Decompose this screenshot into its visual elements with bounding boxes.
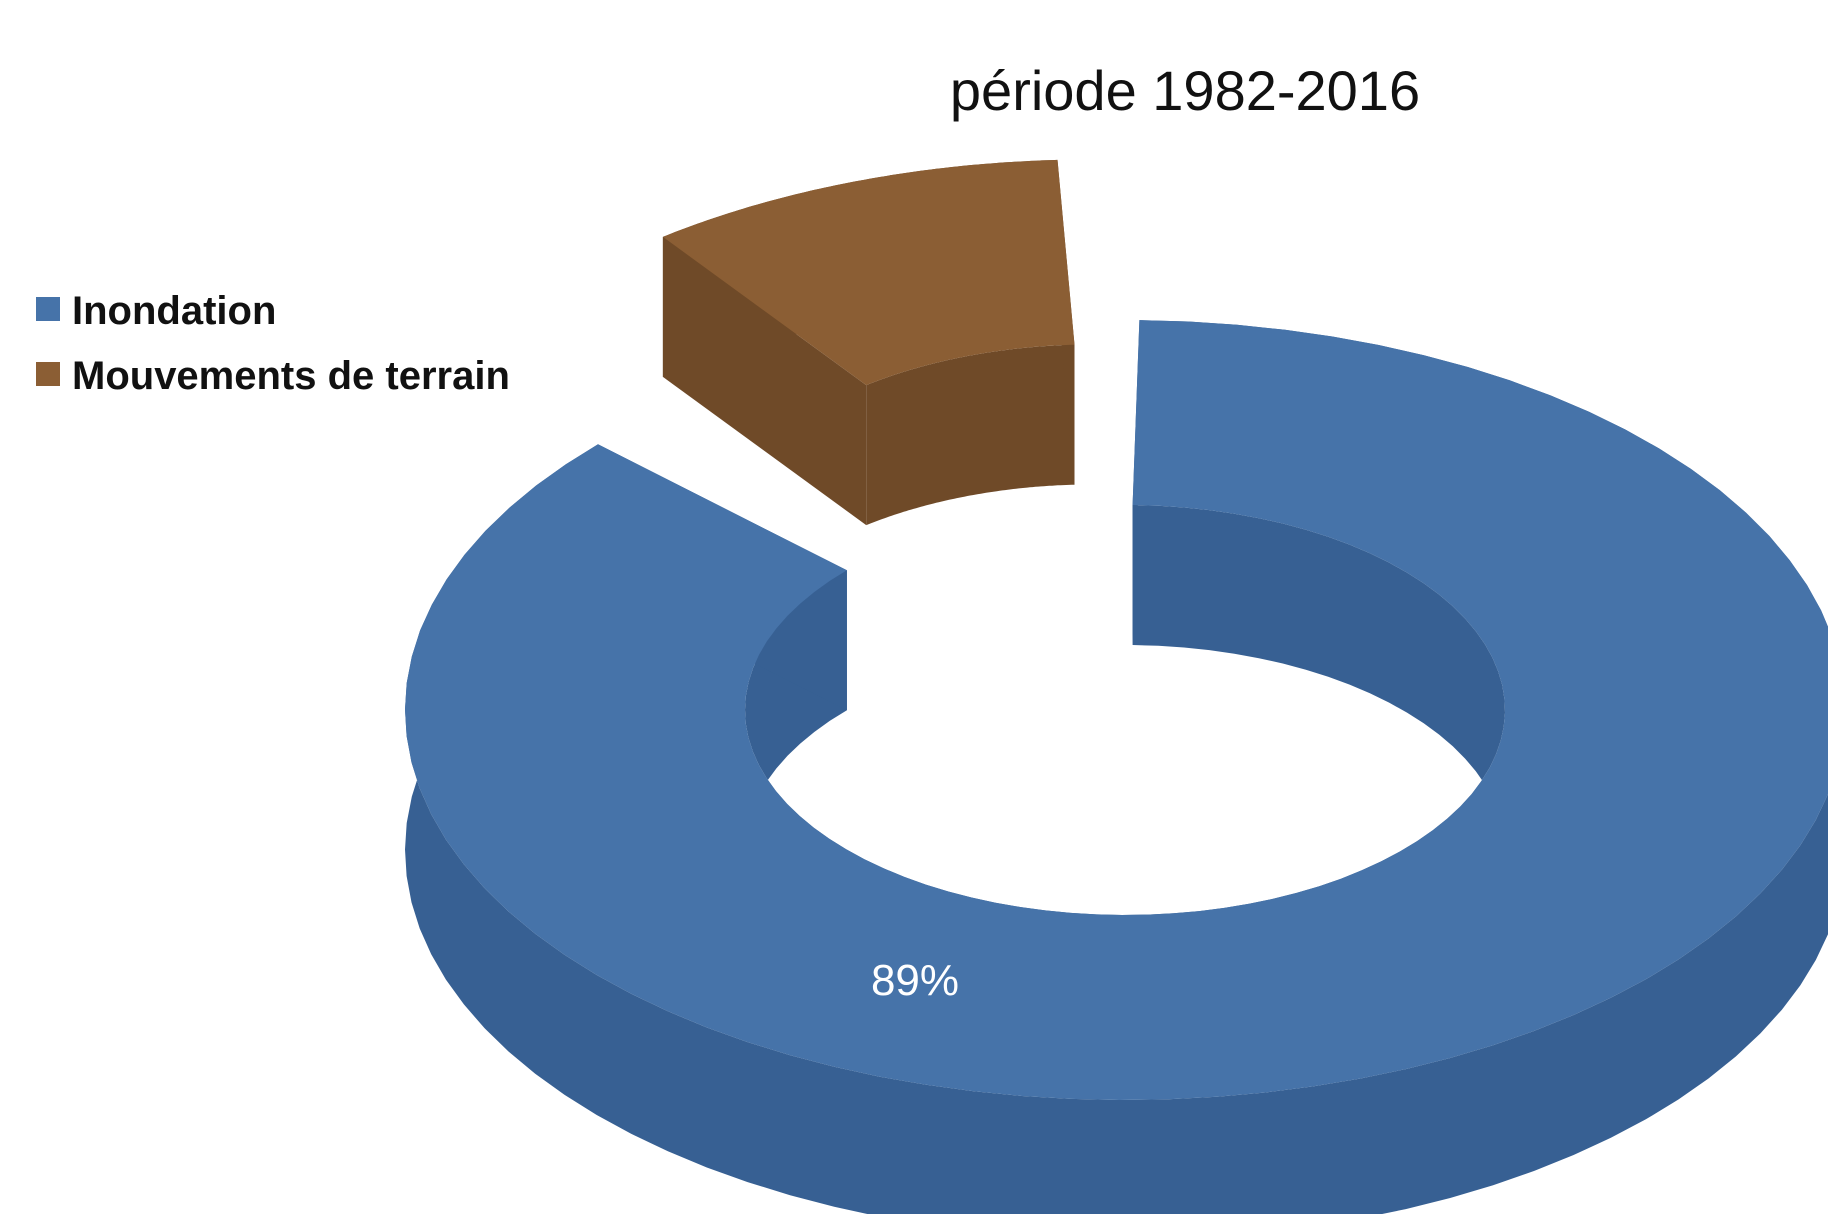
legend: Inondation Mouvements de terrain — [36, 289, 510, 398]
doughnut-slices — [405, 159, 1828, 1214]
legend-item-inondation: Inondation — [36, 289, 276, 333]
chart-title: période 1982-2016 — [950, 59, 1420, 122]
slice-top-inondation — [405, 320, 1828, 1100]
slice-inner-wall-mouvements-de-terrain — [866, 344, 1075, 526]
legend-item-mouvements-de-terrain: Mouvements de terrain — [36, 354, 510, 398]
slice-top-mouvements-de-terrain — [662, 159, 1075, 386]
legend-swatch-mouvements-de-terrain — [36, 362, 60, 386]
legend-swatch-inondation — [36, 297, 60, 321]
data-label-inondation: 89% — [871, 956, 959, 1005]
legend-label-inondation: Inondation — [72, 289, 276, 333]
slice-end-cap-mouvements-de-terrain-0 — [662, 236, 867, 526]
legend-label-mouvements-de-terrain: Mouvements de terrain — [72, 354, 510, 398]
data-label-mouvements-de-terrain: 11% — [1414, 281, 1499, 330]
